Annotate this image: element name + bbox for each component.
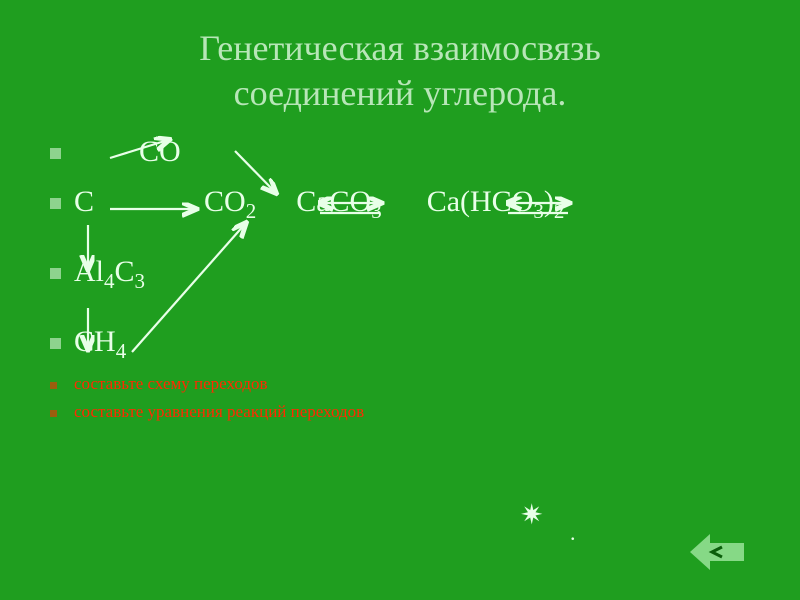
title-line-2: соединений углерода. [234, 73, 567, 113]
text-ch: CH [74, 325, 116, 358]
sub-al4: 4 [104, 269, 115, 293]
sub-caco3: 3 [371, 199, 382, 223]
bullet-ch4: CH4 [48, 324, 752, 360]
text-co: CO [139, 135, 181, 168]
text-c: C [74, 185, 94, 218]
sub-close: 2 [554, 199, 565, 223]
sub-hco3: 3 [533, 199, 544, 223]
bullet-list: CO CCO2CaCO3Ca(HCO3)2 Al4C3 CH4 составьт… [48, 134, 752, 423]
text-caco3: CaCO [296, 185, 371, 218]
slide: Генетическая взаимосвязь соединений угле… [0, 0, 800, 600]
bullet-al4c3: Al4C3 [48, 254, 752, 290]
text-close: ) [544, 185, 554, 218]
nav-star-icon[interactable]: ✷ [520, 498, 543, 532]
bullet-task-1: составьте схему переходов [48, 374, 752, 394]
sub-ch4: 4 [116, 339, 127, 363]
nav-back-button[interactable] [690, 530, 744, 574]
bullet-chain: CCO2CaCO3Ca(HCO3)2 [48, 184, 752, 220]
bullet-task-2: составьте уравнения реакций переходов [48, 402, 752, 422]
sub-co2: 2 [246, 199, 257, 223]
sub-c3: 3 [135, 269, 146, 293]
bullet-co: CO [48, 134, 752, 170]
text-co2: CO [204, 185, 246, 218]
text-al: Al [74, 255, 104, 288]
slide-title: Генетическая взаимосвязь соединений угле… [48, 26, 752, 116]
text-cahco3: Ca(HCO [427, 185, 534, 218]
title-line-1: Генетическая взаимосвязь [199, 28, 601, 68]
period-icon: . [570, 520, 576, 546]
text-c3: C [115, 255, 135, 288]
